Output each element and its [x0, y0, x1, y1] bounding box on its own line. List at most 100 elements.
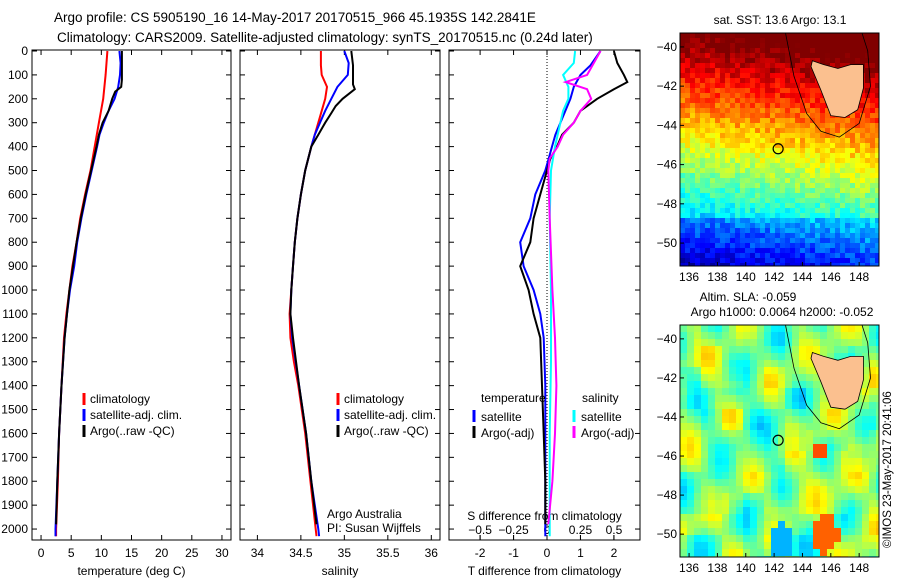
- map-heatmap-cells: [680, 33, 879, 266]
- map-cell: [875, 93, 879, 98]
- map-title: sat. SST: 13.6 Argo: 13.1: [714, 13, 847, 27]
- map-cell: [865, 238, 870, 243]
- profile-panel-3: -2 -1 0 1 2T difference from climatology−0.5…: [448, 49, 641, 578]
- map-cell: [840, 193, 845, 198]
- map-cell: [799, 381, 806, 388]
- lon-tick-label: 144: [792, 561, 812, 575]
- map-cell: [785, 143, 790, 148]
- map-cell: [785, 402, 792, 409]
- map-cell: [855, 43, 860, 48]
- map-cell: [805, 98, 810, 103]
- map-cell: [845, 258, 850, 263]
- map-cell: [705, 103, 710, 108]
- map-cell: [865, 208, 870, 213]
- map-cell: [875, 168, 879, 173]
- map-cell: [735, 243, 740, 248]
- map-cell: [695, 173, 700, 178]
- map-cell: [820, 258, 825, 263]
- map-cell: [695, 38, 700, 43]
- map-cell: [800, 68, 805, 73]
- map-cell: [715, 535, 722, 542]
- map-cell: [862, 514, 869, 521]
- map-cell: [792, 535, 799, 542]
- y-tick-label: 1900: [1, 498, 28, 512]
- map-cell: [700, 173, 705, 178]
- map-cell: [700, 43, 705, 48]
- map-cell: [785, 521, 792, 528]
- map-cell: [792, 332, 799, 339]
- map-cell: [687, 458, 694, 465]
- map-cell: [720, 113, 725, 118]
- s-tick-label: −0.25: [498, 523, 529, 537]
- map-cell: [725, 73, 730, 78]
- map-cell: [760, 228, 765, 233]
- map-cell: [835, 168, 840, 173]
- map-cell: [792, 444, 799, 451]
- map-cell: [715, 98, 720, 103]
- map-cell: [775, 43, 780, 48]
- map-cell: [720, 138, 725, 143]
- map-cell: [810, 193, 815, 198]
- map-cell: [785, 198, 790, 203]
- map-cell: [701, 493, 708, 500]
- y-tick-label: 100: [8, 68, 28, 82]
- map-cell: [755, 173, 760, 178]
- map-cell: [865, 58, 870, 63]
- map-cell: [705, 258, 710, 263]
- map-cell: [740, 73, 745, 78]
- map-cell: [700, 188, 705, 193]
- map-cell: [745, 263, 750, 266]
- map-cell: [743, 458, 750, 465]
- map-cell: [815, 88, 820, 93]
- map-cell: [875, 38, 879, 43]
- map-cell: [845, 43, 850, 48]
- map-cell: [757, 444, 764, 451]
- map-cell: [820, 243, 825, 248]
- map-cell: [780, 58, 785, 63]
- map-cell: [695, 123, 700, 128]
- map-cell: [715, 253, 720, 258]
- map-cell: [865, 153, 870, 158]
- map-cell: [810, 53, 815, 58]
- map-cell: [875, 238, 879, 243]
- annotation-text: Argo Australia: [327, 507, 402, 521]
- map-cell: [848, 332, 855, 339]
- map-cell: [800, 103, 805, 108]
- map-cell: [792, 374, 799, 381]
- map-cell: [764, 360, 771, 367]
- map-cell: [729, 500, 736, 507]
- map-cell: [722, 493, 729, 500]
- map-cell: [800, 33, 805, 38]
- map-cell: [834, 325, 841, 332]
- map-cell: [680, 243, 685, 248]
- map-cell: [695, 148, 700, 153]
- map-cell: [715, 325, 722, 332]
- map-cell: [778, 535, 785, 542]
- map-cell: [862, 346, 869, 353]
- map-cell: [736, 430, 743, 437]
- map-cell: [785, 514, 792, 521]
- map-cell: [869, 507, 876, 514]
- map-cell: [795, 128, 800, 133]
- map-cell: [755, 53, 760, 58]
- map-cell: [860, 253, 865, 258]
- map-cell: [687, 507, 694, 514]
- map-cell: [848, 346, 855, 353]
- map-cell: [750, 360, 757, 367]
- map-cell: [875, 103, 879, 108]
- map-cell: [695, 158, 700, 163]
- map-cell: [735, 253, 740, 258]
- map-cell: [755, 113, 760, 118]
- map-cell: [729, 360, 736, 367]
- map-cell: [799, 430, 806, 437]
- map-cell: [725, 48, 730, 53]
- map-cell: [755, 228, 760, 233]
- map-cell: [785, 535, 792, 542]
- map-cell: [694, 381, 701, 388]
- x-tick-label: 1: [577, 546, 584, 560]
- map-cell: [827, 500, 834, 507]
- map-cell: [850, 203, 855, 208]
- map-cell: [785, 58, 790, 63]
- map-cell: [750, 38, 755, 43]
- map-cell: [785, 183, 790, 188]
